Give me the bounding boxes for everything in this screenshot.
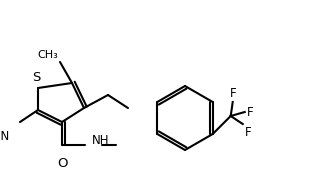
Text: NH: NH bbox=[92, 133, 109, 147]
Text: O: O bbox=[58, 157, 68, 170]
Text: S: S bbox=[32, 71, 40, 84]
Text: F: F bbox=[247, 105, 253, 119]
Text: H₂N: H₂N bbox=[0, 130, 10, 143]
Text: CH₃: CH₃ bbox=[37, 50, 58, 60]
Text: F: F bbox=[229, 87, 236, 100]
Text: F: F bbox=[245, 126, 251, 139]
